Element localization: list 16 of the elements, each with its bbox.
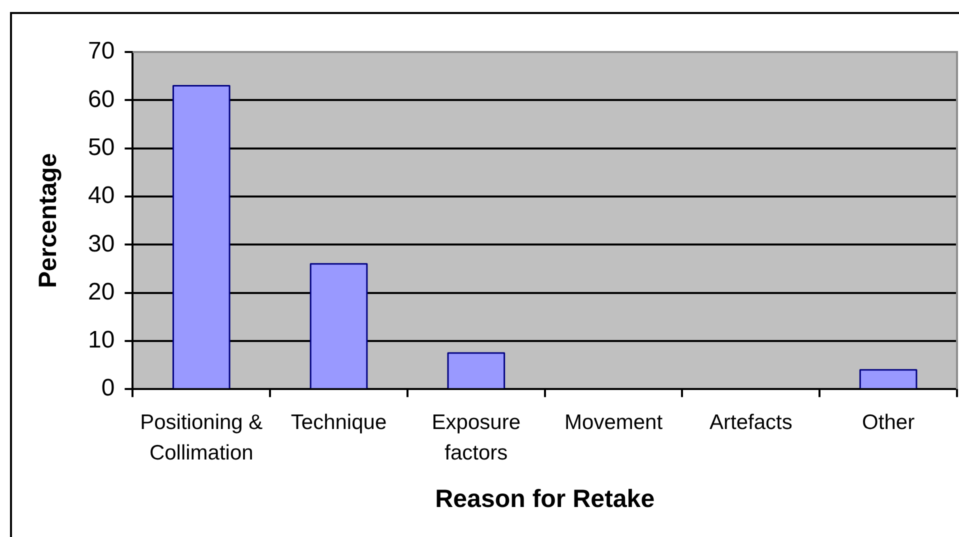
x-axis-title: Reason for Retake [435, 484, 655, 513]
y-tick-label: 20 [88, 278, 115, 306]
y-tick-label: 40 [88, 182, 115, 210]
x-tick-label: Movement [564, 411, 663, 434]
y-tick-label: 60 [88, 86, 115, 113]
x-tick-label: Positioning & Collimation [140, 411, 263, 465]
y-tick-label: 50 [88, 134, 115, 161]
x-tick-label: Artefacts [709, 411, 792, 434]
y-tick-label: 10 [88, 326, 115, 354]
x-tick-label: Technique [290, 411, 387, 434]
y-tick-label: 30 [88, 230, 115, 258]
x-tick-label: Exposure factors [432, 411, 521, 465]
x-tick-label: Other [862, 411, 915, 434]
y-tick-label: 70 [88, 38, 115, 65]
y-tick-label: 0 [101, 374, 115, 402]
y-axis-title: Percentage [34, 153, 62, 288]
